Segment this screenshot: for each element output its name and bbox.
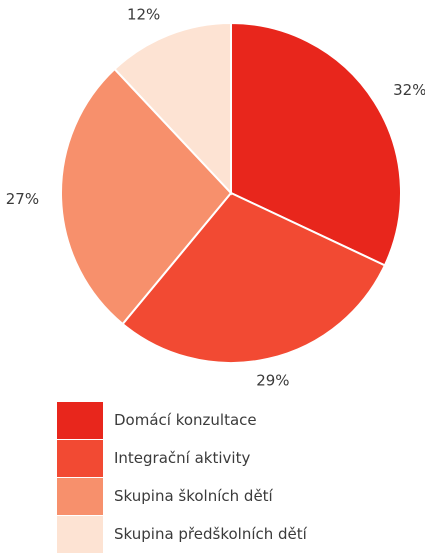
legend-label: Skupina školních dětí <box>114 487 273 505</box>
pie-slice-0 <box>230 21 402 267</box>
legend-item-domaci-konzultace: Domácí konzultace <box>57 401 417 439</box>
pie-slice-label-0: 32% <box>393 81 425 99</box>
legend-label: Integrační aktivity <box>114 449 251 467</box>
legend-item-integracni-aktivity: Integrační aktivity <box>57 439 417 477</box>
pie-labels: 32% 29% 27% 12% <box>6 5 425 389</box>
legend-swatch <box>57 477 103 515</box>
pie-chart: 32% 29% 27% 12% <box>6 5 425 389</box>
pie-chart-svg: 32% 29% 27% 12% <box>6 5 425 389</box>
legend-item-skupina-predskolnich-deti: Skupina předškolních dětí <box>57 515 417 553</box>
legend-label: Domácí konzultace <box>114 411 257 429</box>
legend-label: Skupina předškolních dětí <box>114 525 307 543</box>
pie-slice-label-2: 27% <box>6 190 39 208</box>
pie-slice-3 <box>113 21 232 196</box>
pie-slice-2 <box>60 67 233 326</box>
pie-slice-label-1: 29% <box>256 371 289 389</box>
pie-slice-1 <box>121 191 387 364</box>
legend: Domácí konzultace Integrační aktivity Sk… <box>57 401 417 553</box>
pie-slice-label-3: 12% <box>127 5 160 23</box>
pie-slices <box>60 21 402 364</box>
legend-swatch <box>57 439 103 477</box>
legend-swatch <box>57 401 103 439</box>
legend-item-skupina-skolnich-deti: Skupina školních dětí <box>57 477 417 515</box>
legend-swatch <box>57 515 103 553</box>
